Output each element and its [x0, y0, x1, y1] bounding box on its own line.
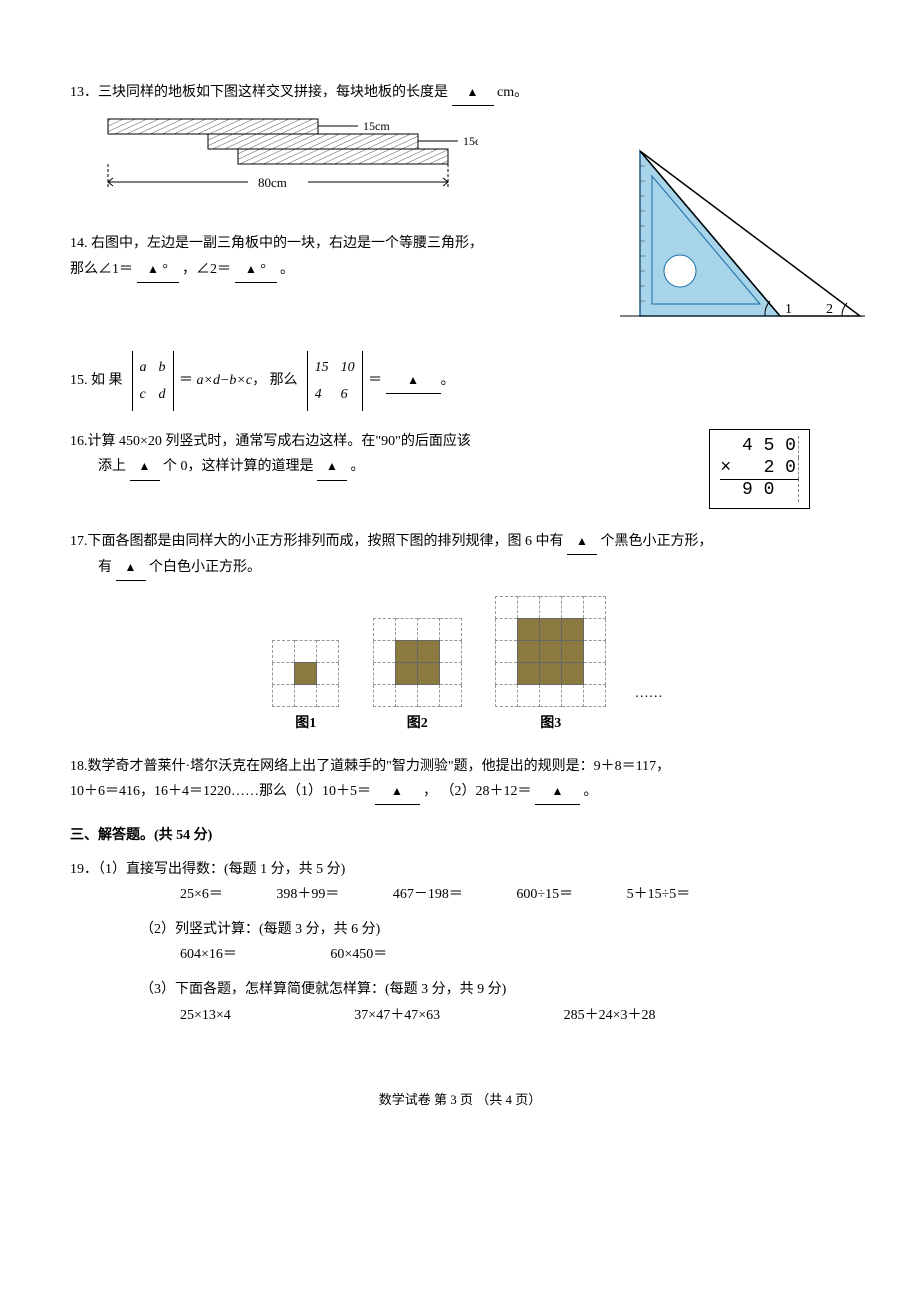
dim-label-2: 15cm	[463, 134, 478, 148]
q19-part2-items: 604×16＝ 60×450＝	[70, 942, 850, 967]
dim-label-1: 15cm	[363, 119, 390, 133]
q14-figure: 1 2	[610, 141, 870, 341]
q17-blank2: ▲	[116, 555, 146, 581]
q17-blank1: ▲	[567, 529, 597, 555]
grid-fig-3: 图3	[495, 596, 606, 736]
boards-diagram: 15cm 15cm 80cm	[98, 114, 478, 204]
q18-blank1: ▲	[375, 779, 420, 805]
determinant-nums: 1510 46	[305, 351, 365, 411]
question-16: 4 5 0 × 2 0 9 0 16.计算 450×20 列竖式时，通常写成右边…	[70, 429, 850, 480]
q14-blank1: ▲ °	[137, 257, 179, 283]
q19-part1-items: 25×6＝ 398＋99＝ 467－198＝ 600÷15＝ 5＋15÷5＝	[70, 882, 850, 907]
q13-text-a: 13．三块同样的地板如下图这样交叉拼接，每块地板的长度是	[70, 85, 448, 100]
q19-part3-items: 25×13×4 37×47＋47×63 285＋24×3＋28	[70, 1003, 850, 1028]
q15-blank: ▲	[386, 368, 441, 394]
angle-label-2: 2	[826, 302, 833, 317]
q13-blank: ▲	[452, 80, 494, 106]
multiplication-vertical: 4 5 0 × 2 0 9 0	[709, 429, 810, 509]
question-17: 17.下面各图都是由同样大的小正方形排列而成，按照下图的排列规律，图 6 中有 …	[70, 529, 850, 737]
q16-blank2: ▲	[317, 454, 347, 480]
angle-label-1: 1	[785, 302, 792, 317]
q13-text-b: cm。	[497, 85, 528, 100]
q14-blank2: ▲ °	[235, 257, 277, 283]
grid-fig-1: 图1	[272, 640, 339, 736]
triangle-set-square: 1 2	[610, 141, 870, 341]
pattern-figures: 图1 图2 图3 ……	[70, 596, 850, 736]
section-3-heading: 三、解答题。(共 54 分)	[70, 823, 850, 848]
dim-label-3: 80cm	[258, 175, 287, 190]
question-15: 15. 如 果 ab cd ＝ a×d−b×c ， 那么 1510 46 ＝ ▲…	[70, 351, 850, 411]
q16-blank1: ▲	[130, 454, 160, 480]
question-18: 18.数学奇才普莱什·塔尔沃克在网络上出了道棘手的"智力测验"题，他提出的规则是…	[70, 754, 850, 805]
q18-blank2: ▲	[535, 779, 580, 805]
grid-fig-2: 图2	[373, 618, 462, 736]
determinant-abcd: ab cd	[130, 351, 176, 411]
page-footer: 数学试卷 第 3 页 （共 4 页）	[70, 1088, 850, 1111]
question-19: 19．（1）直接写出得数：(每题 1 分，共 5 分) 25×6＝ 398＋99…	[70, 857, 850, 1028]
question-14: 1 2 14. 右图中，左边是一副三角板中的一块，右边是一个等腰三角形， 那么∠…	[70, 231, 850, 282]
